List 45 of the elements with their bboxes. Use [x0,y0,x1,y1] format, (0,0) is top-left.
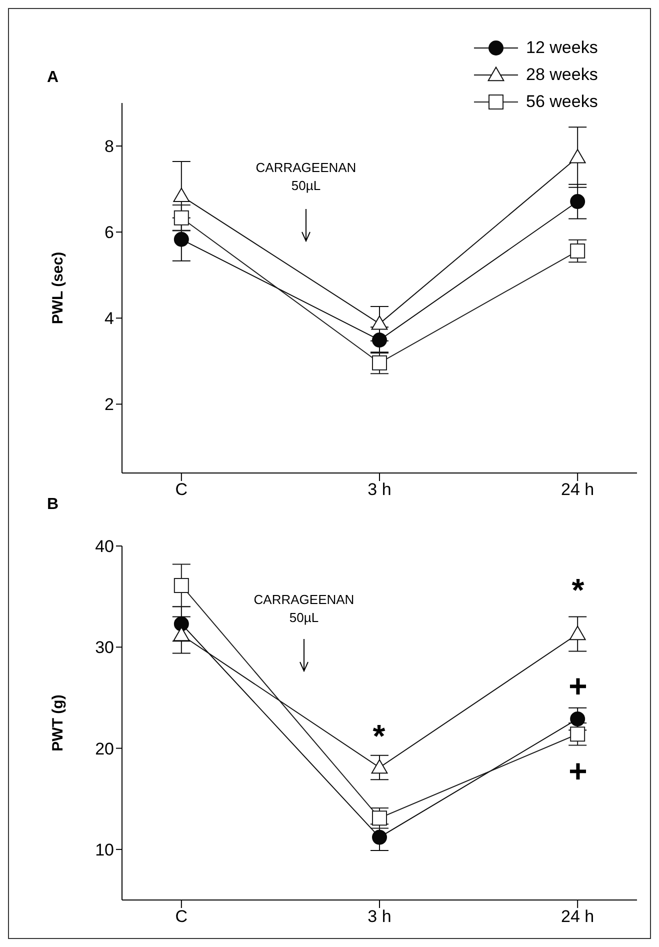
chart-title: A [47,69,59,87]
point [570,726,586,742]
point [174,578,189,593]
y-tick-label: 2 [104,395,114,414]
legend-label: 56 weeks [526,92,598,112]
y-tick-label: 10 [95,840,114,860]
annotation: CARRAGEENAN 50µL [252,591,356,627]
point [569,149,586,164]
chart-title: B [47,496,59,514]
x-tick-label: 24 h [561,907,594,926]
point [173,626,190,642]
point [372,830,387,845]
point [570,711,586,726]
point [174,210,189,226]
y-axis-title: PWL (sec) [49,252,66,324]
legend-label: 28 weeks [526,64,598,84]
x-tick-label: 3 h [368,907,392,926]
point [371,316,388,330]
point [570,244,586,258]
annotation: + [568,753,588,789]
point [174,232,189,247]
annotation: * [570,572,586,608]
x-tick-label: C [175,907,188,926]
y-tick-label: 20 [95,739,114,758]
annotation: CARRAGEENAN 50µL [254,159,358,195]
annotation: + [568,668,588,704]
point [372,810,387,826]
point [371,759,388,774]
point [570,194,586,210]
point [372,332,387,348]
x-tick-label: 3 h [368,480,392,500]
y-tick-label: 4 [104,309,114,328]
point [372,355,387,370]
point [174,616,189,632]
y-tick-label: 8 [104,137,114,156]
legend-label: 12 weeks [526,38,598,58]
y-tick-label: 6 [104,223,114,242]
annotation: * [372,718,386,754]
x-tick-label: 24 h [561,480,594,500]
x-tick-label: C [175,480,188,500]
point [173,188,190,202]
y-tick-label: 30 [95,638,114,658]
y-axis-title: PWT (g) [49,694,66,752]
point [569,626,586,640]
y-tick-label: 40 [95,537,114,556]
